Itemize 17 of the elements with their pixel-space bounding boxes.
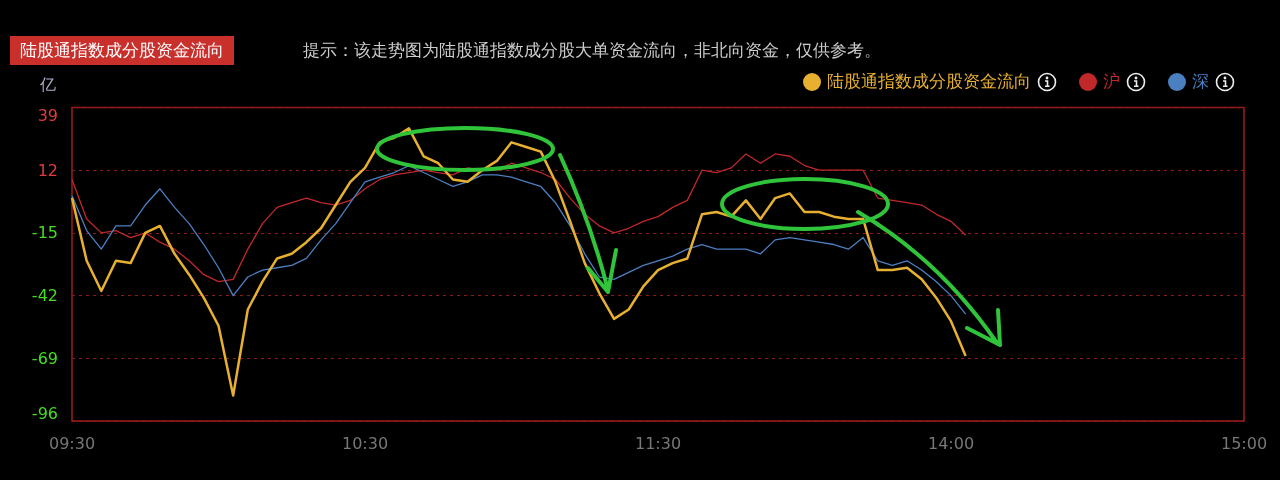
x-tick-label: 09:30: [48, 433, 96, 453]
chart-subtitle: 提示：该走势图为陆股通指数成分股大单资金流向，非北向资金，仅供参考。: [303, 39, 881, 62]
y-tick-label: 39: [37, 106, 58, 125]
x-tick-label: 15:00: [1220, 433, 1268, 453]
legend-label: 陆股通指数成分股资金流向: [827, 70, 1031, 93]
y-tick-label: -69: [31, 348, 58, 368]
y-tick-label: -96: [31, 403, 58, 423]
x-tick-label: 10:30: [341, 433, 389, 453]
x-tick-label: 14:00: [927, 433, 975, 453]
y-axis-title: 亿: [40, 75, 56, 96]
y-tick-label: -42: [31, 286, 58, 306]
legend-label: 沪: [1103, 70, 1120, 93]
chart-title: 陆股通指数成分股资金流向: [10, 36, 234, 65]
legend-label: 深: [1192, 70, 1209, 93]
x-tick-label: 11:30: [634, 433, 682, 453]
y-tick-label: -15: [31, 223, 58, 243]
y-tick-label: 12: [37, 160, 58, 180]
